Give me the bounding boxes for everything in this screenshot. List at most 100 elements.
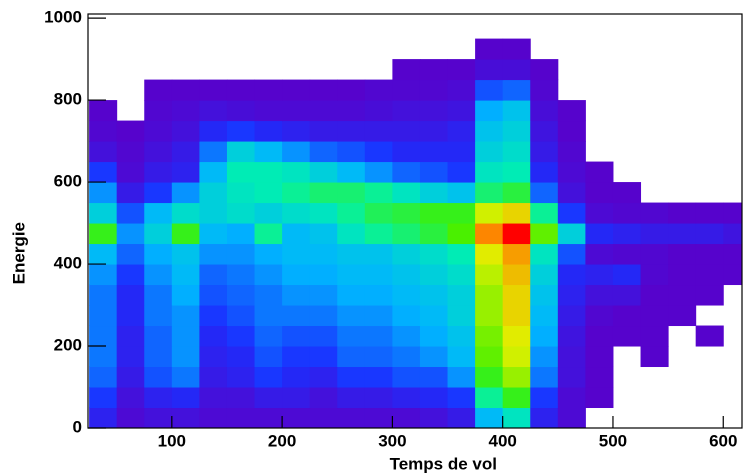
- heat-cell: [530, 202, 559, 224]
- heat-cell: [502, 79, 531, 101]
- heat-cell: [254, 325, 283, 347]
- heat-cell: [502, 284, 531, 306]
- heat-cell: [254, 223, 283, 245]
- heat-cell: [392, 141, 421, 163]
- heat-cell: [199, 161, 228, 183]
- heat-cell: [392, 202, 421, 224]
- heat-cell: [723, 285, 744, 306]
- heat-cell: [144, 223, 173, 245]
- heat-cell: [447, 346, 476, 368]
- heat-cell: [89, 305, 118, 327]
- heat-cell: [419, 202, 449, 224]
- heat-cell: [89, 346, 118, 368]
- heat-cell: [199, 39, 227, 60]
- heat-cell: [392, 39, 420, 60]
- heat-cell: [668, 18, 696, 39]
- heat-cell: [199, 264, 228, 286]
- heat-cell: [392, 59, 421, 81]
- heat-cell: [392, 305, 421, 327]
- heat-cell: [337, 120, 366, 142]
- heat-cell: [475, 325, 504, 347]
- heat-cell: [557, 182, 586, 204]
- heat-cell: [116, 264, 145, 286]
- x-tick-label: 100: [158, 431, 186, 450]
- heat-cell: [557, 325, 586, 347]
- heat-cell: [668, 346, 696, 367]
- heat-cell: [337, 59, 365, 80]
- heat-cell: [309, 346, 338, 368]
- heat-cell: [723, 18, 744, 39]
- heat-cell: [696, 387, 724, 408]
- heat-cell: [419, 366, 449, 388]
- heat-cell: [392, 264, 421, 286]
- heat-cell: [144, 18, 172, 39]
- heat-cell: [199, 325, 228, 347]
- heat-cell: [116, 202, 145, 224]
- heat-cell: [419, 141, 449, 163]
- heat-cell: [254, 264, 283, 286]
- heatmap: [89, 18, 744, 429]
- heat-cell: [641, 100, 669, 121]
- heat-cell: [696, 305, 724, 326]
- heat-cell: [309, 305, 338, 327]
- heat-cell: [668, 326, 696, 347]
- heat-cell: [337, 223, 366, 245]
- heat-cell: [530, 243, 559, 265]
- heat-cell: [144, 264, 173, 286]
- heat-cell: [447, 141, 476, 163]
- heat-cell: [502, 387, 531, 409]
- heat-cell: [723, 121, 744, 142]
- heat-cell: [558, 18, 586, 39]
- heat-cell: [585, 223, 614, 245]
- heat-cell: [392, 120, 421, 142]
- heat-cell: [337, 79, 366, 101]
- heat-cell: [641, 59, 669, 80]
- heat-cell: [502, 59, 531, 81]
- heat-cell: [282, 100, 311, 122]
- heat-cell: [171, 79, 200, 101]
- heat-cell: [171, 407, 200, 428]
- x-tick-label: 300: [378, 431, 406, 450]
- heat-cell: [613, 39, 641, 60]
- heat-cell: [171, 141, 200, 163]
- heat-cell: [309, 366, 338, 388]
- heat-cell: [475, 243, 504, 265]
- heat-cell: [447, 387, 476, 409]
- heat-cell: [144, 39, 172, 60]
- heat-cell: [364, 182, 393, 204]
- heat-cell: [475, 182, 504, 204]
- heat-cell: [226, 79, 256, 101]
- heat-cell: [227, 39, 255, 60]
- heat-cell: [475, 100, 504, 122]
- heat-cell: [282, 223, 311, 245]
- heat-cell: [144, 100, 173, 122]
- heat-cell: [144, 161, 173, 183]
- heat-cell: [116, 161, 145, 183]
- x-tick-label: 200: [268, 431, 296, 450]
- heat-cell: [723, 408, 744, 429]
- heat-cell: [254, 182, 283, 204]
- heat-cell: [668, 121, 696, 142]
- heat-cell: [447, 243, 476, 265]
- heat-cell: [668, 162, 696, 183]
- heat-cell: [364, 79, 393, 101]
- heat-cell: [475, 223, 504, 245]
- heat-cell: [89, 243, 118, 265]
- heat-cell: [723, 100, 744, 121]
- heat-cell: [530, 120, 559, 142]
- heat-cell: [530, 407, 559, 428]
- heat-cell: [282, 120, 311, 142]
- heat-cell: [364, 387, 393, 409]
- heat-cell: [337, 18, 365, 39]
- heat-cell: [337, 366, 366, 388]
- heat-cell: [89, 161, 118, 183]
- heat-cell: [116, 182, 145, 204]
- heat-cell: [89, 100, 118, 122]
- heat-cell: [282, 202, 311, 224]
- heat-cell: [447, 59, 476, 81]
- heat-cell: [640, 264, 669, 286]
- heat-cell: [723, 80, 744, 101]
- heat-cell: [392, 346, 421, 368]
- heat-cell: [723, 202, 742, 224]
- heat-cell: [557, 202, 586, 224]
